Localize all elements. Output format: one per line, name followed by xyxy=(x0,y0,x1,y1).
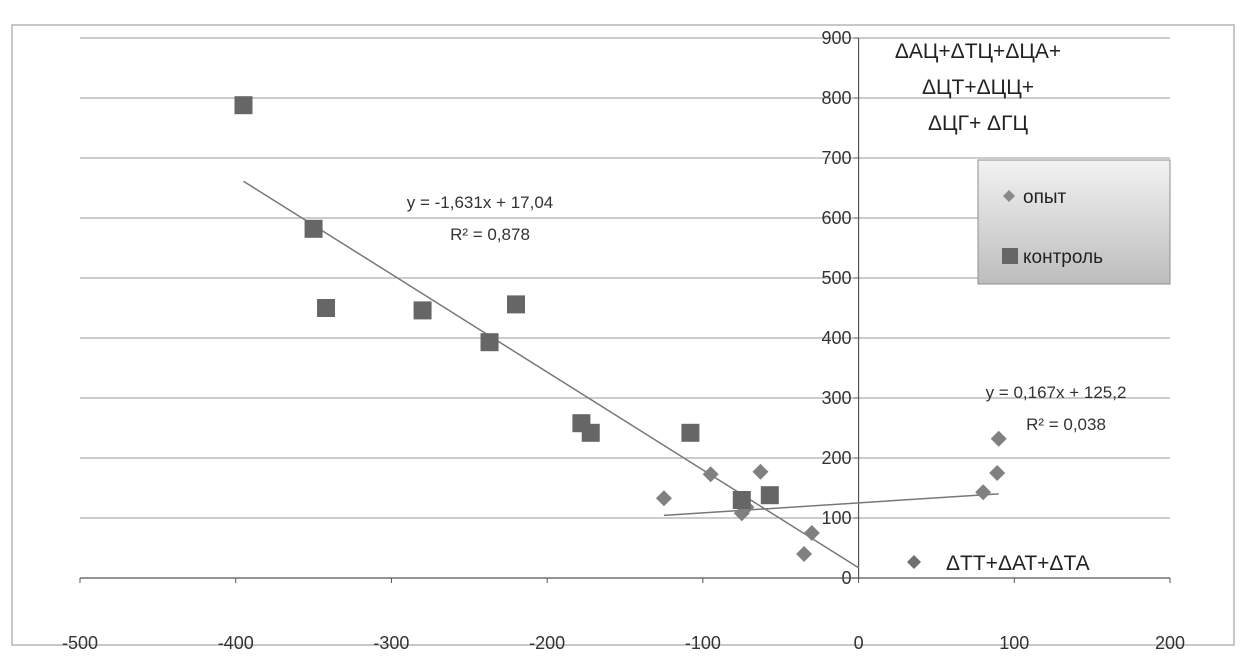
data-point-square xyxy=(681,423,700,442)
data-point-square xyxy=(304,219,323,238)
data-point-square xyxy=(732,491,751,509)
x-axis-title-marker xyxy=(907,555,921,569)
data-point-square xyxy=(413,301,432,320)
y-tick-label: 200 xyxy=(822,448,852,468)
data-point-diamond xyxy=(803,525,820,541)
data-point-diamond xyxy=(655,490,672,507)
trendline xyxy=(663,493,999,517)
y-tick-label: 300 xyxy=(822,388,852,408)
trendline-r2: R² = 0,878 xyxy=(450,225,530,244)
x-tick-label: -200 xyxy=(529,633,565,653)
chart-labels: y = -1,631x + 17,04 R² = 0,878 y = 0,167x … xyxy=(407,40,1127,575)
y-axis-title: ΔЦТ+ΔЦЦ+ xyxy=(922,76,1034,99)
y-tick-label: 500 xyxy=(822,268,852,288)
y-tick-label: 900 xyxy=(822,28,852,48)
trendline-equation: y = -1,631x + 17,04 xyxy=(407,193,554,212)
y-tick-label: 800 xyxy=(822,88,852,108)
data-point-square xyxy=(480,333,499,352)
data-point-diamond xyxy=(989,465,1006,481)
x-tick-label: -500 xyxy=(62,633,98,653)
data-point-diamond xyxy=(752,463,769,480)
x-tick-label: 0 xyxy=(854,633,864,653)
x-axis-title: ΔТТ+ΔАТ+ΔТА xyxy=(946,552,1090,575)
y-tick-label: 700 xyxy=(822,148,852,168)
x-tick-label: 100 xyxy=(999,633,1029,653)
data-points xyxy=(234,96,1007,562)
data-point-square xyxy=(581,423,600,442)
trendlines xyxy=(243,180,999,569)
x-tick-label: 200 xyxy=(1155,633,1185,653)
x-tick-label: -400 xyxy=(218,633,254,653)
y-tick-label: 600 xyxy=(822,208,852,228)
data-point-diamond xyxy=(990,430,1007,447)
y-axis-title: ΔЦГ+ ΔГЦ xyxy=(928,112,1028,135)
trendline xyxy=(243,180,859,569)
data-point-diamond xyxy=(796,546,813,562)
data-point-square xyxy=(760,486,779,505)
legend-label: опыт xyxy=(1023,187,1067,208)
axes: 0 100 200 300 400 500 600 700 800 900 -500 -400 -300… xyxy=(62,28,1185,653)
data-point-square xyxy=(507,295,525,314)
data-point-square xyxy=(317,299,336,317)
y-tick-label: 400 xyxy=(822,328,852,348)
x-tick-label: -100 xyxy=(685,633,721,653)
data-point-diamond xyxy=(975,484,992,501)
legend: опыт контроль xyxy=(977,159,1171,285)
y-tick-label: 100 xyxy=(822,508,852,528)
y-axis-title: ΔАЦ+ΔТЦ+ΔЦА+ xyxy=(895,40,1061,63)
chart-frame xyxy=(11,24,1235,646)
legend-label: контроль xyxy=(1023,247,1103,268)
x-tick-label: -300 xyxy=(373,633,409,653)
legend-marker-diamond xyxy=(1003,190,1015,202)
trendline-r2: R² = 0,038 xyxy=(1026,415,1106,434)
trendline-equation: y = 0,167x + 125,2 xyxy=(986,383,1127,402)
data-point-diamond xyxy=(702,466,719,483)
data-point-square xyxy=(234,96,253,115)
legend-marker-square xyxy=(1002,248,1018,264)
